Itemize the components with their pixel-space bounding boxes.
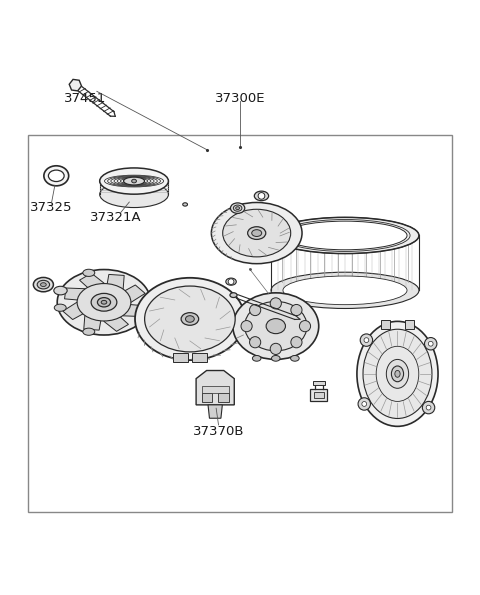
Circle shape	[426, 405, 431, 410]
Ellipse shape	[123, 177, 144, 185]
Text: 37370B: 37370B	[193, 425, 244, 437]
Ellipse shape	[233, 205, 242, 211]
Ellipse shape	[386, 359, 408, 389]
Polygon shape	[104, 285, 145, 302]
Polygon shape	[64, 288, 104, 302]
Ellipse shape	[230, 203, 245, 214]
Polygon shape	[80, 273, 104, 302]
Bar	[202, 393, 212, 402]
Ellipse shape	[290, 355, 299, 361]
Circle shape	[250, 337, 261, 348]
Text: 37300E: 37300E	[215, 92, 265, 105]
Ellipse shape	[44, 166, 69, 186]
Ellipse shape	[100, 181, 168, 208]
Ellipse shape	[57, 270, 151, 335]
Ellipse shape	[245, 302, 307, 351]
Ellipse shape	[83, 270, 95, 277]
Ellipse shape	[101, 300, 107, 304]
Ellipse shape	[271, 217, 419, 253]
Ellipse shape	[363, 329, 432, 418]
Circle shape	[300, 321, 311, 332]
Circle shape	[258, 193, 265, 199]
Bar	[28, 135, 452, 512]
Ellipse shape	[100, 168, 168, 194]
Text: 37325: 37325	[30, 201, 73, 214]
Circle shape	[360, 334, 372, 346]
Ellipse shape	[395, 371, 400, 377]
Ellipse shape	[357, 321, 438, 427]
Circle shape	[241, 321, 252, 332]
Bar	[314, 392, 324, 397]
Circle shape	[362, 402, 367, 406]
Ellipse shape	[254, 191, 269, 201]
Ellipse shape	[40, 283, 46, 287]
Ellipse shape	[266, 318, 286, 334]
Ellipse shape	[77, 284, 131, 321]
Ellipse shape	[391, 366, 404, 382]
Circle shape	[291, 305, 302, 315]
Bar	[192, 353, 206, 362]
Polygon shape	[196, 371, 234, 405]
Ellipse shape	[236, 206, 240, 209]
Circle shape	[358, 398, 371, 410]
Ellipse shape	[54, 286, 67, 295]
Ellipse shape	[252, 230, 262, 236]
Circle shape	[422, 402, 435, 414]
Ellipse shape	[248, 227, 266, 239]
Polygon shape	[104, 302, 144, 317]
Polygon shape	[63, 302, 104, 320]
Text: 37451: 37451	[64, 92, 106, 105]
Ellipse shape	[185, 316, 194, 322]
Polygon shape	[84, 302, 104, 330]
Circle shape	[428, 342, 433, 346]
Ellipse shape	[54, 304, 66, 311]
Circle shape	[424, 337, 437, 350]
Polygon shape	[69, 79, 82, 91]
Ellipse shape	[223, 209, 291, 257]
Ellipse shape	[211, 202, 302, 264]
Ellipse shape	[34, 277, 53, 292]
Bar	[202, 386, 228, 393]
Ellipse shape	[37, 280, 49, 289]
Bar	[405, 320, 414, 329]
Ellipse shape	[272, 355, 280, 361]
Polygon shape	[104, 302, 129, 331]
Ellipse shape	[271, 272, 419, 308]
Bar	[310, 389, 327, 401]
Circle shape	[270, 298, 281, 309]
Bar	[218, 393, 228, 402]
Circle shape	[270, 343, 281, 355]
Ellipse shape	[132, 179, 136, 183]
Bar	[381, 320, 390, 329]
Text: 37321A: 37321A	[90, 211, 142, 224]
Ellipse shape	[135, 278, 245, 360]
Circle shape	[291, 337, 302, 348]
Bar	[313, 381, 325, 386]
Circle shape	[364, 338, 369, 343]
Ellipse shape	[183, 203, 188, 206]
Ellipse shape	[283, 276, 407, 305]
Ellipse shape	[233, 293, 319, 359]
Ellipse shape	[283, 221, 407, 250]
Circle shape	[228, 279, 234, 284]
Ellipse shape	[226, 278, 236, 285]
Ellipse shape	[144, 286, 235, 352]
Ellipse shape	[91, 293, 117, 311]
Ellipse shape	[97, 298, 110, 307]
Bar	[173, 353, 188, 362]
Ellipse shape	[48, 170, 64, 181]
Ellipse shape	[181, 312, 199, 325]
Polygon shape	[208, 405, 222, 418]
Ellipse shape	[252, 355, 261, 361]
Polygon shape	[104, 274, 124, 302]
Ellipse shape	[83, 328, 95, 336]
Ellipse shape	[230, 293, 237, 298]
Circle shape	[250, 305, 261, 315]
